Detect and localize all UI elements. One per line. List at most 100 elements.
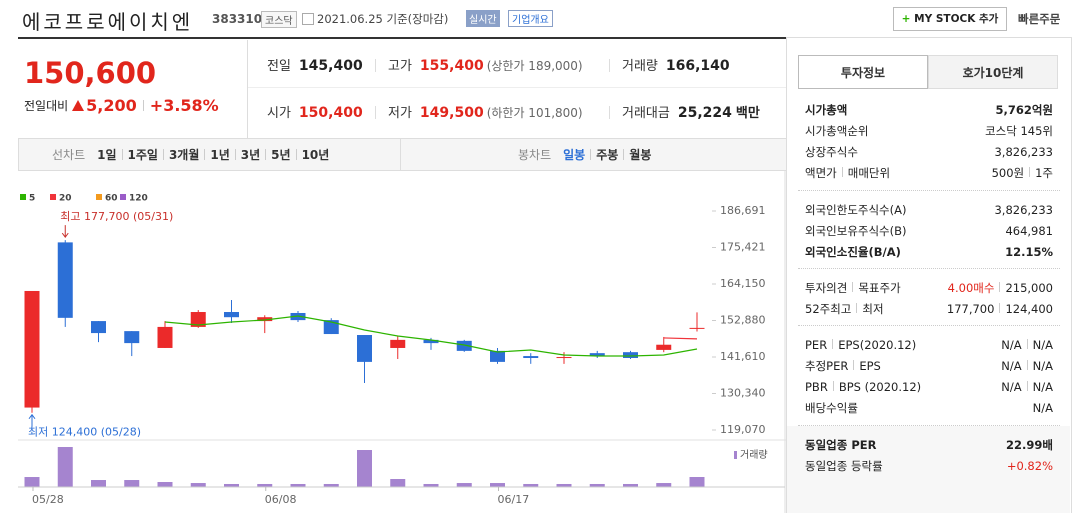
period-tab[interactable]: 1년	[210, 148, 230, 162]
candle-tab[interactable]: 일봉	[563, 148, 586, 162]
info-label: 시가총액	[805, 100, 847, 120]
side-tab[interactable]: 투자정보	[798, 55, 928, 89]
divider	[248, 87, 786, 88]
period-tab[interactable]: 5년	[271, 148, 291, 162]
quick-order[interactable]: 빠른주문	[1018, 12, 1061, 26]
info-value: +0.82%	[1007, 456, 1053, 476]
stat-value: 166,140	[665, 58, 730, 74]
candle-body	[589, 353, 605, 357]
label-text: 투자의견	[805, 281, 848, 295]
stock-code: 383310	[212, 12, 263, 26]
side-tab[interactable]: 호가10단계	[928, 55, 1058, 89]
volume-bar	[523, 483, 539, 487]
stat: 고가 155,400 (상한가 189,000)	[388, 55, 583, 74]
info-value: 177,700 124,400	[947, 299, 1053, 319]
info-value: N/A N/A	[1001, 377, 1053, 397]
stat-label: 저가	[388, 106, 412, 121]
info-value: 5,762억원	[995, 100, 1053, 120]
overview-button[interactable]: 기업개요	[508, 10, 553, 27]
candle-tab[interactable]: 월봉	[629, 148, 652, 162]
value-text: 3,826,233	[994, 145, 1053, 159]
x-tick-label: 06/17	[498, 493, 530, 506]
sep	[234, 149, 236, 160]
candle-body	[124, 331, 140, 344]
info-label: PBR BPS (2020.12)	[805, 377, 921, 397]
period-tab[interactable]: 1일	[97, 148, 117, 162]
info-label: 52주최고 최저	[805, 299, 884, 319]
info-value: 22.99배	[1006, 435, 1053, 455]
candle-body	[190, 312, 206, 327]
volume-bar	[490, 483, 505, 487]
sep	[841, 167, 843, 177]
period-tab[interactable]: 3개월	[168, 148, 200, 162]
candle-tabs: 봉차트 일봉 주봉 월봉	[518, 146, 651, 163]
candle-body	[24, 290, 40, 408]
candle-body	[523, 356, 539, 359]
legend-swatch	[96, 194, 102, 200]
sep	[832, 339, 834, 349]
change-label: 전일대비	[24, 99, 69, 113]
info-row: 상장주식수 3,826,233	[805, 142, 1053, 162]
calendar-icon	[302, 13, 314, 25]
label-text: 외국인보유주식수(B)	[805, 224, 907, 238]
period-tab[interactable]: 3년	[240, 148, 261, 162]
info-value: 12.15%	[1005, 242, 1053, 262]
period-tab[interactable]: 1주일	[127, 148, 158, 162]
dotted-rule	[798, 325, 1060, 326]
ma-line	[164, 315, 698, 357]
period-tab[interactable]: 10년	[301, 148, 330, 162]
legend-swatch	[50, 194, 56, 200]
label-text: 동일업종 등락률	[805, 459, 883, 473]
info-row: 동일업종 등락률 +0.82%	[805, 456, 1053, 476]
stat-note: (하한가 101,800)	[486, 106, 583, 120]
volume-bar	[224, 483, 239, 487]
volume-bar	[689, 477, 705, 487]
candle-body	[57, 242, 73, 318]
y-tick-label: 164,150	[720, 277, 766, 290]
legend-swatch	[120, 194, 126, 200]
stat-note: (상한가 189,000)	[486, 59, 583, 73]
legend-label: 20	[59, 194, 72, 204]
legend-swatch	[20, 194, 26, 200]
legend-label: 60	[105, 194, 118, 204]
annotation: 최저 124,400 (05/28)	[28, 426, 141, 439]
stock-name: 에코프로에이치엔	[22, 10, 194, 34]
dotted-rule	[798, 190, 1060, 191]
label-text: 동일업종 PER	[805, 438, 877, 452]
sep	[204, 149, 206, 160]
sep	[1026, 381, 1028, 391]
divider	[247, 40, 248, 138]
label-text: 외국인소진율(B/A)	[805, 245, 901, 259]
info-row: 외국인한도주식수(A) 3,826,233	[805, 200, 1053, 220]
value-text: 3,826,233	[994, 203, 1053, 217]
divider	[609, 106, 610, 119]
mystock-button[interactable]: + MY STOCK 추가	[893, 7, 1007, 31]
candle-body	[323, 320, 339, 335]
candle-chart-label: 봉차트	[518, 148, 552, 162]
candle-tab[interactable]: 주봉	[596, 148, 619, 162]
sep	[852, 282, 854, 292]
change-rate: +3.58%	[149, 96, 219, 115]
value-text: N/A	[1001, 338, 1022, 352]
realtime-badge[interactable]: 실시간	[466, 10, 500, 27]
dotted-rule	[798, 268, 1060, 269]
x-tick-label: 05/28	[32, 493, 64, 506]
side-panel	[786, 37, 1072, 513]
value-text: +0.82%	[1006, 459, 1053, 473]
annotation-arrow	[28, 413, 36, 427]
info-label: 배당수익률	[805, 398, 858, 418]
candle-body	[556, 357, 572, 359]
info-label: 상장주식수	[805, 142, 858, 162]
info-row: 외국인소진율(B/A) 12.15%	[805, 242, 1053, 262]
candle-body	[357, 335, 372, 362]
annotation: 최고 177,700 (05/31)	[60, 210, 173, 223]
label-text: EPS(2020.12)	[838, 338, 917, 352]
dotted-rule	[798, 425, 1060, 426]
candle-body	[423, 339, 439, 344]
info-label: 외국인한도주식수(A)	[805, 200, 906, 220]
volume-bar	[157, 482, 173, 487]
tab-bar	[18, 138, 787, 171]
change-box: 전일대비 5,200 +3.58%	[24, 96, 219, 115]
top-rule	[18, 37, 786, 39]
label-text: 추정PER	[805, 359, 849, 373]
